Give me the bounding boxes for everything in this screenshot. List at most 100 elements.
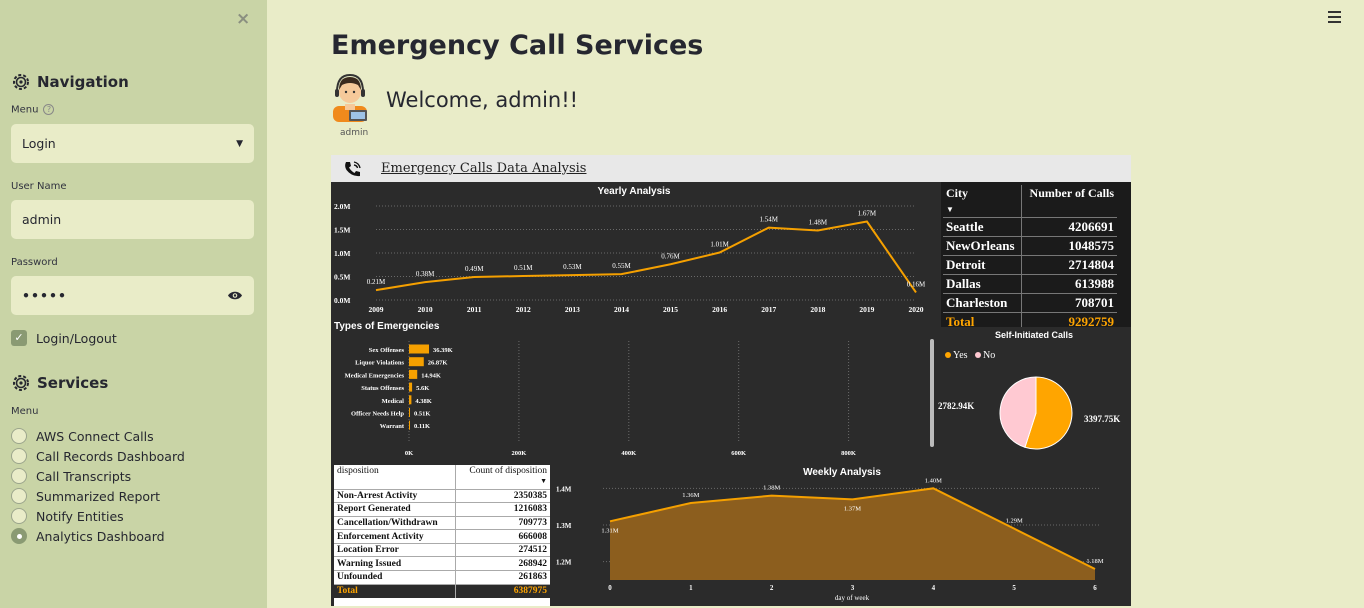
- x-tick-label: 1: [689, 584, 693, 592]
- data-label: 0.51M: [514, 264, 533, 272]
- sort-down-icon[interactable]: ▼: [946, 205, 954, 214]
- x-tick-label: 600K: [731, 450, 746, 457]
- close-sidebar-button[interactable]: ×: [236, 9, 251, 29]
- analytics-report: Emergency Calls Data Analysis Yearly Ana…: [331, 155, 1131, 606]
- x-tick-label: 2: [770, 584, 774, 592]
- service-summarized-report[interactable]: Summarized Report: [11, 486, 185, 506]
- service-label: Call Transcripts: [36, 468, 132, 484]
- x-tick-label: 2011: [467, 305, 482, 314]
- table-cell: 613988: [1021, 274, 1117, 294]
- table-row: Location Error 274512: [334, 543, 550, 558]
- table-cell: NewOrleans: [943, 236, 1022, 256]
- username-label: User Name: [11, 181, 67, 192]
- username-input[interactable]: admin: [11, 200, 254, 239]
- table-row: Cancellation/Withdrawn 709773: [334, 516, 550, 531]
- pie-slice: [999, 376, 1037, 448]
- column-header[interactable]: disposition: [334, 465, 456, 490]
- radio-button[interactable]: [11, 468, 27, 484]
- help-icon[interactable]: ?: [43, 104, 55, 115]
- chevron-down-icon: ▼: [236, 138, 243, 149]
- self-initiated-panel: Self-Initiated Calls Yes No 3397.75K 2782.94…: [938, 327, 1131, 460]
- table-cell: Enforcement Activity: [334, 529, 456, 544]
- x-tick-label: 6: [1093, 584, 1097, 592]
- series-line: [609, 487, 1096, 570]
- menu-label: Menu?: [11, 104, 55, 116]
- data-label: 1.54M: [759, 216, 778, 224]
- chart-title: Weekly Analysis: [803, 467, 881, 478]
- y-tick-label: 1.0M: [334, 249, 350, 258]
- service-call-records-dashboard[interactable]: Call Records Dashboard: [11, 446, 185, 466]
- x-axis-label: day of week: [835, 594, 870, 602]
- table-cell: Charleston: [943, 293, 1022, 313]
- yearly-analysis-panel: Yearly Analysis 0.0M 0.5M 1.0M 1.5M 2.0M 2009 2…: [331, 182, 938, 317]
- data-label: 1.48M: [809, 218, 828, 226]
- x-tick-label: 2009: [369, 305, 384, 314]
- data-label: 36.39K: [433, 347, 453, 354]
- data-label: 0.51K: [414, 411, 430, 418]
- service-label: Notify Entities: [36, 508, 124, 524]
- x-tick-label: 0K: [405, 450, 413, 457]
- column-header[interactable]: Number of Calls: [1021, 185, 1117, 218]
- data-label: 14.94K: [421, 372, 441, 379]
- table-row: Report Generated 1216083: [334, 502, 550, 517]
- x-tick-label: 2020: [909, 305, 924, 314]
- y-tick-label: 1.2M: [556, 559, 572, 567]
- x-tick-label: 5: [1012, 584, 1016, 592]
- service-label: Call Records Dashboard: [36, 448, 185, 464]
- eye-icon[interactable]: [227, 290, 243, 301]
- service-analytics-dashboard[interactable]: Analytics Dashboard: [11, 526, 185, 546]
- data-label: 3397.75K: [1084, 414, 1120, 424]
- table-total-row: Total 6387975: [334, 584, 550, 598]
- hamburger-menu-icon[interactable]: [1328, 11, 1341, 26]
- column-header[interactable]: City ▼: [943, 185, 1022, 218]
- data-label: 0.11K: [414, 423, 430, 430]
- password-input[interactable]: •••••: [11, 276, 254, 315]
- sidebar: × Navigation Menu? Login ▼ User Name adm…: [0, 0, 267, 608]
- column-header[interactable]: Count of disposition ▼: [454, 465, 550, 490]
- data-label: 1.37M: [844, 505, 861, 512]
- service-aws-connect-calls[interactable]: AWS Connect Calls: [11, 426, 185, 446]
- checkmark-icon[interactable]: ✓: [11, 330, 27, 346]
- x-tick-label: 2018: [810, 305, 825, 314]
- menu-select[interactable]: Login ▼: [11, 124, 254, 163]
- y-tick-label: 1.3M: [556, 522, 572, 530]
- service-call-transcripts[interactable]: Call Transcripts: [11, 466, 185, 486]
- table-row: NewOrleans 1048575: [943, 236, 1117, 256]
- category-label: Medical Emergencies: [345, 372, 405, 379]
- city-calls-table: City ▼ Number of Calls Seattle 4206691 New…: [943, 185, 1117, 331]
- radio-button[interactable]: [11, 428, 27, 444]
- radio-button[interactable]: [11, 448, 27, 464]
- data-label: 0.21M: [367, 278, 386, 286]
- report-header: Emergency Calls Data Analysis: [331, 155, 1131, 182]
- login-checkbox-label: Login/Logout: [36, 330, 117, 346]
- legend-marker: [975, 352, 981, 358]
- bar: [409, 408, 410, 417]
- table-row: Non-Arrest Activity 2350385: [334, 489, 550, 504]
- table-row: Detroit 2714804: [943, 255, 1117, 275]
- welcome-message: Welcome, admin!!: [386, 88, 579, 112]
- yearly-analysis-chart: Yearly Analysis 0.0M 0.5M 1.0M 1.5M 2.0M 2009 2…: [334, 186, 926, 314]
- table-cell: Total: [946, 314, 975, 329]
- login-checkbox-row[interactable]: ✓ Login/Logout: [11, 330, 117, 346]
- radio-button-selected[interactable]: [11, 528, 27, 544]
- data-label: 0.38M: [416, 270, 435, 278]
- x-tick-label: 3: [851, 584, 855, 592]
- page-title: Emergency Call Services: [331, 30, 704, 61]
- table-header-row: City ▼ Number of Calls: [943, 185, 1117, 218]
- sort-down-icon[interactable]: ▼: [540, 477, 547, 485]
- data-label: 0.55M: [612, 262, 631, 270]
- table-cell: 274512: [454, 543, 550, 558]
- table-row: Warning Issued 268942: [334, 556, 550, 572]
- data-label: 2782.94K: [938, 401, 974, 411]
- category-label: Warrant: [380, 423, 405, 430]
- x-tick-label: 2015: [663, 305, 678, 314]
- chart-title: Self-Initiated Calls: [995, 330, 1073, 340]
- data-label: 0.49M: [465, 265, 484, 273]
- service-label: AWS Connect Calls: [36, 428, 154, 444]
- y-tick-label: 1.5M: [334, 226, 350, 235]
- service-notify-entities[interactable]: Notify Entities: [11, 506, 185, 526]
- table-cell: Warning Issued: [334, 556, 456, 572]
- radio-button[interactable]: [11, 508, 27, 524]
- data-label: 1.40M: [925, 477, 942, 484]
- radio-button[interactable]: [11, 488, 27, 504]
